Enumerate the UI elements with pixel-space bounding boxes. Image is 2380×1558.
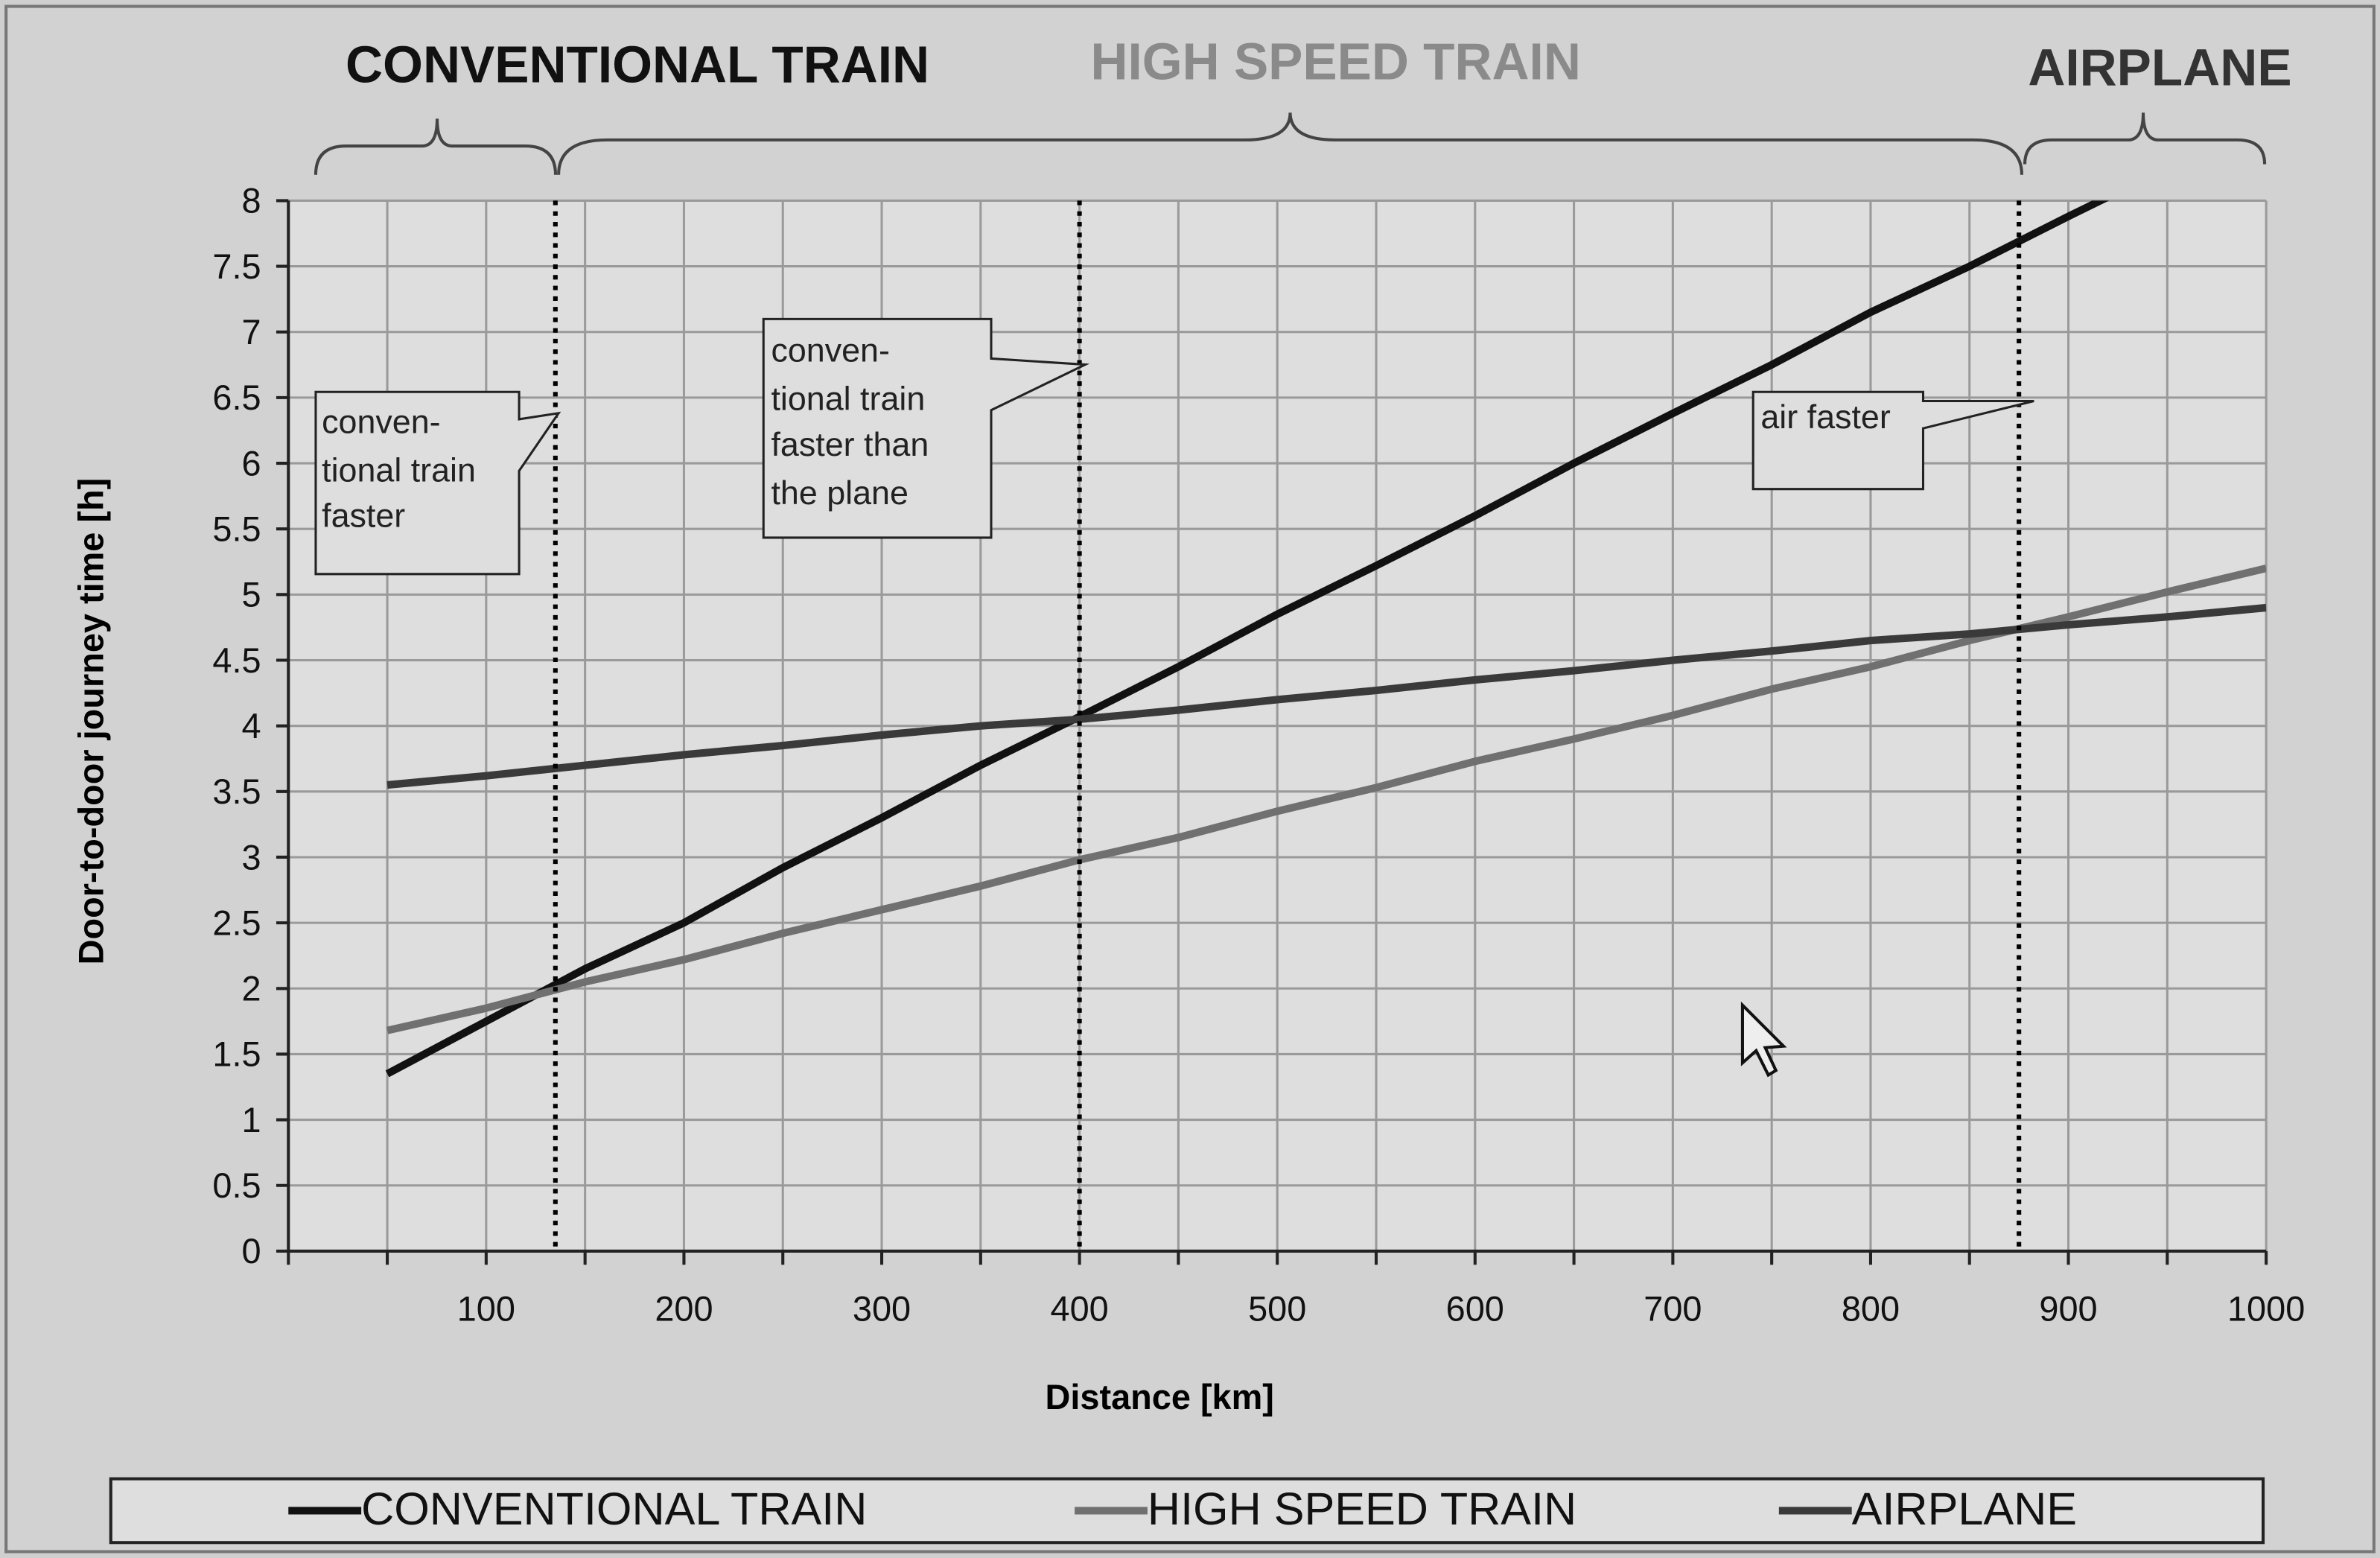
y-axis-label: Door-to-door journey time [h]	[72, 478, 111, 965]
cursor	[1740, 1001, 1787, 1078]
y-tick-label: 2.5	[212, 903, 261, 942]
x-tick-label: 800	[1842, 1290, 1900, 1329]
x-tick-label: 300	[853, 1290, 911, 1329]
y-tick-label: 0	[242, 1232, 261, 1271]
y-tick-label: 2	[242, 970, 261, 1008]
region-label: AIRPLANE	[2028, 39, 2291, 97]
region-label: HIGH SPEED TRAIN	[1090, 32, 1580, 90]
x-tick-label: 200	[655, 1290, 713, 1329]
y-tick-label: 0.5	[212, 1166, 261, 1205]
x-tick-label: 900	[2039, 1290, 2097, 1329]
y-tick-label: 5.5	[212, 510, 261, 549]
x-axis-label: Distance [km]	[1046, 1378, 1274, 1416]
y-tick-label: 7.5	[212, 247, 261, 286]
annotation: faster	[322, 497, 405, 535]
legend-label: AIRPLANE	[1852, 1484, 2077, 1534]
y-tick-label: 1	[242, 1101, 261, 1139]
region-label: CONVENTIONAL TRAIN	[346, 35, 929, 93]
series-line	[386, 565, 2267, 1034]
x-tick-label: 100	[457, 1290, 515, 1329]
y-tick-label: 6.5	[212, 378, 261, 417]
annotation: air faster	[1760, 398, 1890, 436]
annotation: faster than	[771, 425, 929, 463]
x-tick-label: 600	[1446, 1290, 1504, 1329]
x-tick-label: 500	[1248, 1290, 1306, 1329]
legend-label: HIGH SPEED TRAIN	[1148, 1484, 1576, 1534]
y-tick-label: 7	[242, 313, 261, 352]
callout	[314, 317, 2034, 576]
legend	[109, 1477, 2265, 1545]
braces	[314, 112, 2267, 175]
y-tick-label: 6	[242, 444, 261, 483]
annotation: tional train	[322, 451, 476, 489]
y-tick-label: 8	[242, 182, 261, 220]
annotation: conven-	[771, 331, 889, 369]
y-tick-label: 3	[242, 838, 261, 877]
x-tick-label: 400	[1051, 1290, 1109, 1329]
series-line	[386, 603, 2267, 789]
y-tick-label: 3.5	[212, 772, 261, 811]
annotation: conven-	[322, 402, 440, 440]
annotation: the plane	[771, 474, 908, 512]
legend-label: CONVENTIONAL TRAIN	[361, 1484, 867, 1534]
y-tick-label: 1.5	[212, 1035, 261, 1074]
y-tick-label: 5	[242, 576, 261, 614]
y-tick-label: 4	[242, 707, 261, 745]
annotation: tional train	[771, 380, 925, 418]
y-tick-label: 4.5	[212, 641, 261, 680]
x-tick-label: 700	[1644, 1290, 1702, 1329]
series-line	[385, 200, 2110, 1078]
x-tick-label: 1000	[2227, 1290, 2305, 1329]
